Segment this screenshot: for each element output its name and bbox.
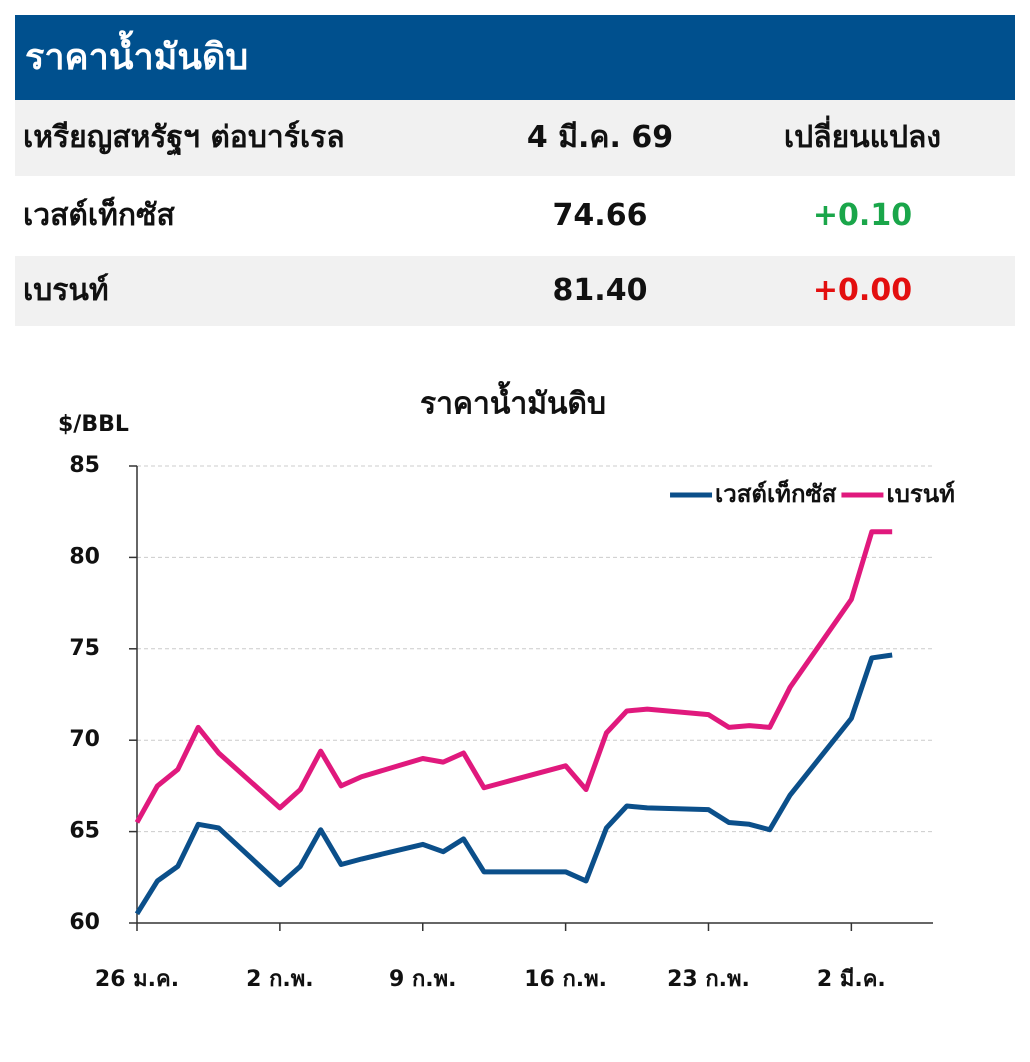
y-tick-label: 70 xyxy=(69,727,100,752)
y-tick-label: 75 xyxy=(69,636,100,661)
x-tick-label: 9 ก.พ. xyxy=(389,967,457,992)
y-tick-label: 85 xyxy=(69,453,100,478)
price: 74.66 xyxy=(552,198,648,233)
x-tick-label: 23 ก.พ. xyxy=(667,967,750,992)
series-line xyxy=(134,529,893,824)
table-row: เบรนท์ 81.40 +0.00 xyxy=(15,256,1015,326)
chart: ราคาน้ำมันดิบ $/BBL 60 65 70 75 80 85 26 ม.ค. 2… xyxy=(58,381,955,993)
legend-label: เบรนท์ xyxy=(886,480,955,508)
legend-label: เวสต์เท็กซัส xyxy=(715,479,837,508)
row-label: เวสต์เท็กซัส xyxy=(23,198,175,233)
header-title: ราคาน้ำมันดิบ xyxy=(15,15,1015,100)
table-row: เวสต์เท็กซัส 74.66 +0.10 xyxy=(15,178,1015,254)
y-axis-label: $/BBL xyxy=(58,412,129,437)
table-header: เหรียญสหรัฐฯ ต่อบาร์เรล 4 มี.ค. 69 เปลี่… xyxy=(15,100,1015,176)
column-header: เปลี่ยนแปลง xyxy=(783,120,942,155)
y-tick-label: 65 xyxy=(69,819,100,844)
x-tick-label: 26 ม.ค. xyxy=(95,967,179,992)
chart-title: ราคาน้ำมันดิบ xyxy=(420,381,606,422)
row-label: เบรนท์ xyxy=(23,273,109,308)
x-tick-label: 2 มี.ค. xyxy=(817,967,886,992)
y-tick-label: 60 xyxy=(69,910,100,935)
price: 81.40 xyxy=(552,273,648,308)
x-tick-label: 16 ก.พ. xyxy=(524,967,607,992)
y-tick-label: 80 xyxy=(69,544,100,569)
column-header: เหรียญสหรัฐฯ ต่อบาร์เรล xyxy=(23,120,345,155)
change: +0.00 xyxy=(812,273,913,308)
column-header: 4 มี.ค. 69 xyxy=(526,120,674,155)
series-line xyxy=(134,652,893,916)
x-tick-label: 2 ก.พ. xyxy=(246,967,314,992)
change: +0.10 xyxy=(812,198,913,233)
